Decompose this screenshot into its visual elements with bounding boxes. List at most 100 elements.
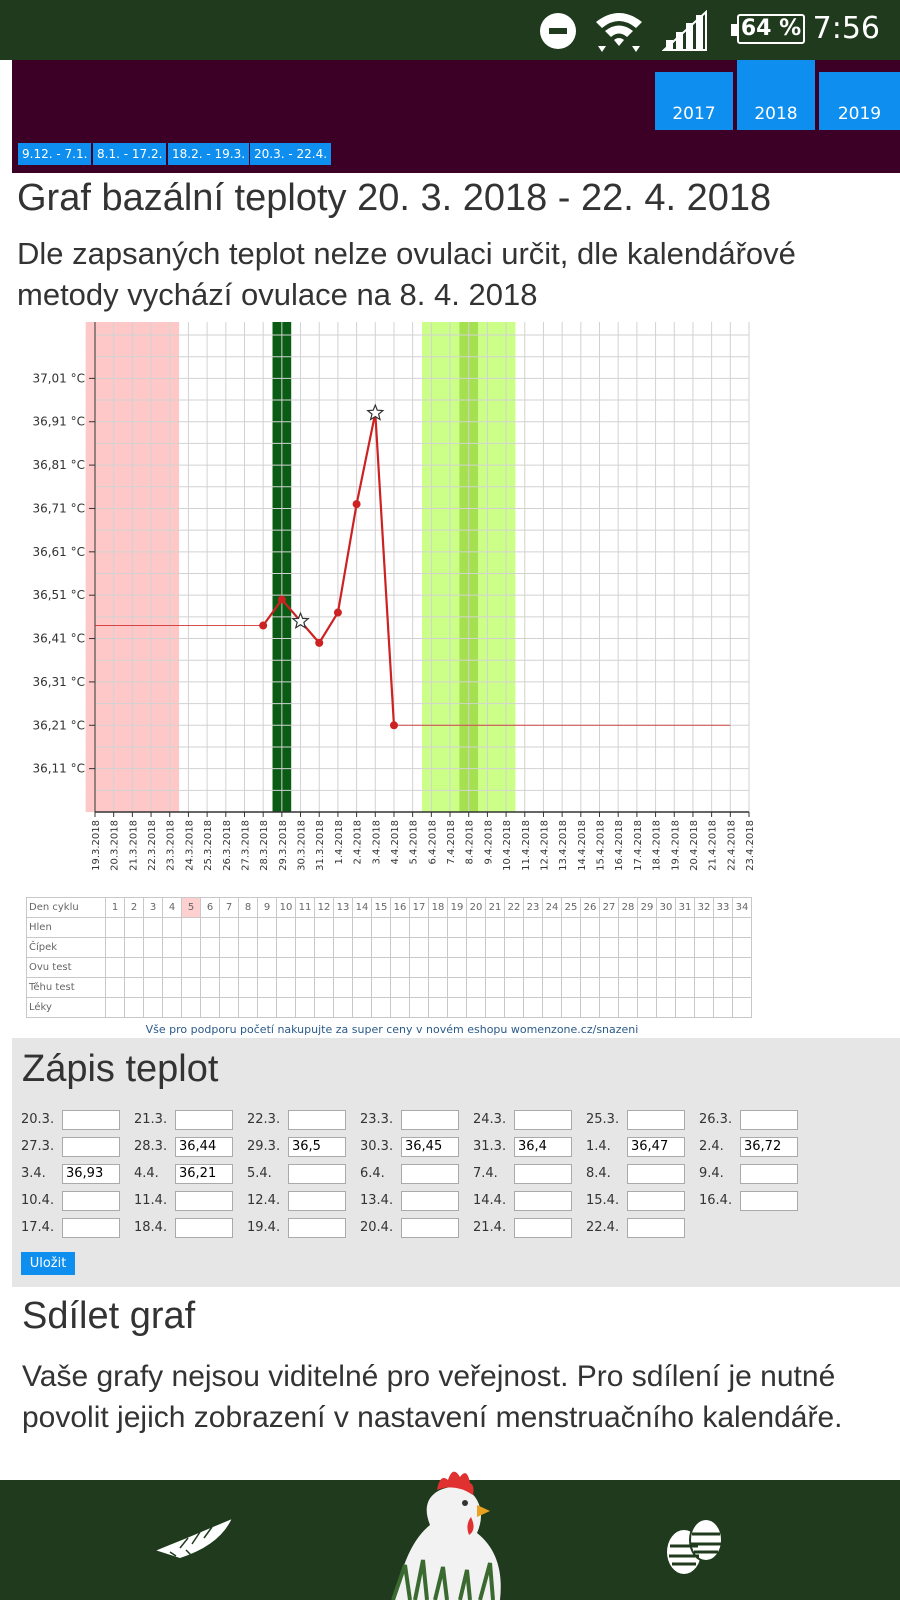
cycle-cell[interactable] <box>390 957 410 978</box>
cycle-cell[interactable] <box>124 957 144 978</box>
save-button[interactable]: Uložit <box>21 1252 75 1275</box>
temperature-input[interactable] <box>62 1137 120 1157</box>
cycle-cell[interactable] <box>542 937 562 958</box>
cycle-cell[interactable] <box>542 977 562 998</box>
cycle-day-cell[interactable]: 24 <box>542 897 562 918</box>
cycle-cell[interactable] <box>314 917 334 938</box>
cycle-cell[interactable] <box>200 977 220 998</box>
cycle-tab-1[interactable]: 9.12. - 7.1. <box>18 143 92 165</box>
temperature-input[interactable] <box>401 1191 459 1211</box>
cycle-cell[interactable] <box>257 917 277 938</box>
cycle-cell[interactable] <box>466 937 486 958</box>
cycle-cell[interactable] <box>124 917 144 938</box>
cycle-cell[interactable] <box>162 957 182 978</box>
cycle-day-cell[interactable]: 12 <box>314 897 334 918</box>
cycle-cell[interactable] <box>276 937 296 958</box>
temperature-input[interactable] <box>514 1218 572 1238</box>
cycle-day-cell[interactable]: 19 <box>447 897 467 918</box>
temperature-input[interactable] <box>288 1164 346 1184</box>
cycle-cell[interactable] <box>599 957 619 978</box>
cycle-cell[interactable] <box>713 957 733 978</box>
year-tab-2018[interactable]: 2018 <box>737 60 815 130</box>
year-tab-2019[interactable]: 2019 <box>819 72 900 130</box>
cycle-cell[interactable] <box>504 917 524 938</box>
cycle-cell[interactable] <box>219 977 239 998</box>
temperature-input[interactable] <box>401 1164 459 1184</box>
cycle-day-cell[interactable]: 4 <box>162 897 182 918</box>
cycle-cell[interactable] <box>599 917 619 938</box>
cycle-cell[interactable] <box>580 917 600 938</box>
cycle-cell[interactable] <box>447 937 467 958</box>
cycle-cell[interactable] <box>618 957 638 978</box>
cycle-cell[interactable] <box>542 917 562 938</box>
temperature-input[interactable] <box>514 1164 572 1184</box>
cycle-cell[interactable] <box>333 937 353 958</box>
cycle-cell[interactable] <box>485 937 505 958</box>
cycle-cell[interactable] <box>143 917 163 938</box>
temperature-input[interactable] <box>401 1110 459 1130</box>
cycle-day-cell[interactable]: 25 <box>561 897 581 918</box>
cycle-cell[interactable] <box>238 977 258 998</box>
cycle-cell[interactable] <box>447 977 467 998</box>
cycle-cell[interactable] <box>732 957 752 978</box>
cycle-cell[interactable] <box>428 937 448 958</box>
cycle-cell[interactable] <box>181 957 201 978</box>
cycle-cell[interactable] <box>295 957 315 978</box>
cycle-cell[interactable] <box>523 977 543 998</box>
cycle-cell[interactable] <box>713 937 733 958</box>
cycle-day-cell[interactable]: 21 <box>485 897 505 918</box>
cycle-cell[interactable] <box>352 997 372 1018</box>
cycle-cell[interactable] <box>371 977 391 998</box>
cycle-cell[interactable] <box>314 997 334 1018</box>
cycle-cell[interactable] <box>352 957 372 978</box>
cycle-cell[interactable] <box>580 957 600 978</box>
temperature-input[interactable] <box>175 1218 233 1238</box>
cycle-cell[interactable] <box>599 977 619 998</box>
cycle-cell[interactable] <box>713 917 733 938</box>
temperature-input[interactable]: 36,44 <box>175 1137 233 1157</box>
cycle-cell[interactable] <box>447 997 467 1018</box>
cycle-cell[interactable] <box>200 937 220 958</box>
cycle-day-cell[interactable]: 9 <box>257 897 277 918</box>
cycle-cell[interactable] <box>352 937 372 958</box>
cycle-cell[interactable] <box>314 977 334 998</box>
temperature-input[interactable]: 36,45 <box>401 1137 459 1157</box>
temperature-input[interactable]: 36,72 <box>740 1137 798 1157</box>
cycle-tab-4[interactable]: 20.3. - 22.4. <box>250 143 332 165</box>
cycle-cell[interactable] <box>713 977 733 998</box>
cycle-cell[interactable] <box>428 977 448 998</box>
cycle-cell[interactable] <box>694 917 714 938</box>
cycle-cell[interactable] <box>409 997 429 1018</box>
cycle-day-cell[interactable]: 3 <box>143 897 163 918</box>
cycle-day-cell[interactable]: 10 <box>276 897 296 918</box>
cycle-day-cell[interactable]: 13 <box>333 897 353 918</box>
temperature-input[interactable] <box>288 1218 346 1238</box>
cycle-cell[interactable] <box>466 977 486 998</box>
cycle-cell[interactable] <box>276 997 296 1018</box>
cycle-cell[interactable] <box>390 977 410 998</box>
cycle-cell[interactable] <box>675 997 695 1018</box>
temperature-input[interactable] <box>514 1191 572 1211</box>
cycle-cell[interactable] <box>390 917 410 938</box>
cycle-cell[interactable] <box>637 917 657 938</box>
cycle-day-cell[interactable]: 2 <box>124 897 144 918</box>
cycle-cell[interactable] <box>219 917 239 938</box>
cycle-cell[interactable] <box>257 937 277 958</box>
cycle-cell[interactable] <box>219 957 239 978</box>
cycle-cell[interactable] <box>409 937 429 958</box>
eshop-ad-link[interactable]: Vše pro podporu početí nakupujte za supe… <box>145 1023 639 1036</box>
cycle-cell[interactable] <box>466 917 486 938</box>
temperature-input[interactable] <box>175 1191 233 1211</box>
cycle-day-cell[interactable]: 11 <box>295 897 315 918</box>
temperature-input[interactable] <box>175 1110 233 1130</box>
cycle-cell[interactable] <box>428 997 448 1018</box>
cycle-cell[interactable] <box>637 937 657 958</box>
cycle-cell[interactable] <box>181 977 201 998</box>
cycle-cell[interactable] <box>409 917 429 938</box>
cycle-cell[interactable] <box>143 957 163 978</box>
cycle-cell[interactable] <box>675 957 695 978</box>
cycle-cell[interactable] <box>124 977 144 998</box>
cycle-cell[interactable] <box>390 937 410 958</box>
cycle-cell[interactable] <box>694 997 714 1018</box>
cycle-cell[interactable] <box>333 997 353 1018</box>
